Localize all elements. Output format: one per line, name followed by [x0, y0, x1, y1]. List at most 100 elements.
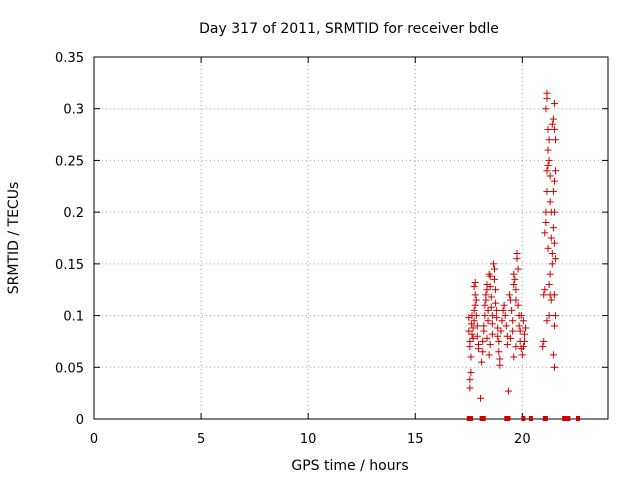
data-point [547, 234, 555, 242]
data-point [545, 312, 553, 320]
data-point [547, 296, 555, 304]
data-point [550, 291, 558, 299]
data-point [552, 136, 560, 144]
data-point [519, 343, 527, 351]
data-point [496, 355, 504, 363]
data-point [550, 177, 558, 185]
data-point [479, 337, 487, 345]
data-point [548, 260, 556, 268]
data-point [468, 416, 473, 421]
data-point [550, 208, 558, 216]
data-point [485, 351, 493, 359]
data-point [494, 332, 502, 340]
data-point [550, 125, 558, 133]
data-point [492, 286, 500, 294]
data-point [481, 301, 489, 309]
data-point [484, 306, 492, 314]
data-point [545, 136, 553, 144]
data-point [509, 317, 517, 325]
y-tick-label: 0 [76, 413, 84, 428]
y-tick-label: 0.1 [63, 310, 84, 325]
data-point [486, 272, 494, 280]
data-point [542, 105, 550, 113]
data-point [517, 312, 525, 320]
data-point [465, 327, 473, 335]
data-point [501, 312, 509, 320]
data-point [521, 416, 526, 421]
data-point [510, 281, 518, 289]
data-point [550, 322, 558, 330]
data-point [543, 167, 551, 175]
data-point [488, 330, 496, 338]
data-point [552, 255, 560, 263]
data-point [515, 322, 523, 330]
data-point [472, 296, 480, 304]
data-point [513, 250, 521, 258]
data-point [498, 317, 506, 325]
data-point [499, 306, 507, 314]
data-point [487, 293, 495, 301]
data-point [494, 324, 502, 332]
data-point [471, 278, 479, 286]
data-point [470, 317, 478, 325]
data-point [511, 275, 519, 283]
data-point [466, 416, 471, 421]
data-point [548, 250, 556, 258]
data-point [469, 324, 477, 332]
data-point [550, 100, 558, 108]
data-point [482, 291, 490, 299]
data-point [468, 330, 476, 338]
data-point [549, 351, 557, 359]
data-point [483, 334, 491, 342]
data-point [467, 353, 475, 361]
data-point [549, 224, 557, 232]
data-point [473, 332, 481, 340]
data-point [480, 322, 488, 330]
grid-lines [94, 57, 608, 419]
data-point [488, 320, 496, 328]
data-point [528, 416, 533, 421]
data-point [550, 363, 558, 371]
chart-title: Day 317 of 2011, SRMTID for receiver bdl… [199, 21, 499, 37]
data-point [490, 275, 498, 283]
data-point [541, 229, 549, 237]
data-point [522, 324, 530, 332]
data-point [520, 337, 528, 345]
data-point [545, 156, 553, 164]
data-point [477, 394, 485, 402]
y-tick-label: 0.15 [55, 258, 84, 273]
x-tick-label: 5 [197, 432, 205, 447]
data-point [550, 239, 558, 247]
data-point [471, 291, 479, 299]
data-point [495, 348, 503, 356]
data-point [489, 260, 497, 268]
data-point [487, 303, 495, 311]
data-point [479, 416, 484, 421]
data-point [549, 115, 557, 123]
x-tick-label: 10 [300, 432, 317, 447]
data-point [510, 270, 518, 278]
data-point [562, 416, 567, 421]
data-point [576, 416, 581, 421]
data-point [469, 334, 477, 342]
plot-frame [93, 56, 609, 420]
data-point [508, 306, 516, 314]
data-points [465, 89, 581, 421]
data-point [467, 368, 475, 376]
data-point [549, 187, 557, 195]
x-axis-tick-labels: 0 5 10 15 20 [90, 432, 531, 447]
data-point [504, 387, 512, 395]
data-point [490, 265, 498, 273]
data-point [505, 291, 513, 299]
y-tick-label: 0.35 [55, 51, 84, 66]
data-point [470, 283, 478, 291]
y-tick-label: 0.25 [55, 154, 84, 169]
data-point [509, 327, 517, 335]
data-point [506, 416, 511, 421]
data-point [492, 299, 500, 307]
data-point [484, 317, 492, 325]
data-point [472, 312, 480, 320]
data-point [546, 198, 554, 206]
data-point [512, 286, 520, 294]
data-point [541, 286, 549, 294]
